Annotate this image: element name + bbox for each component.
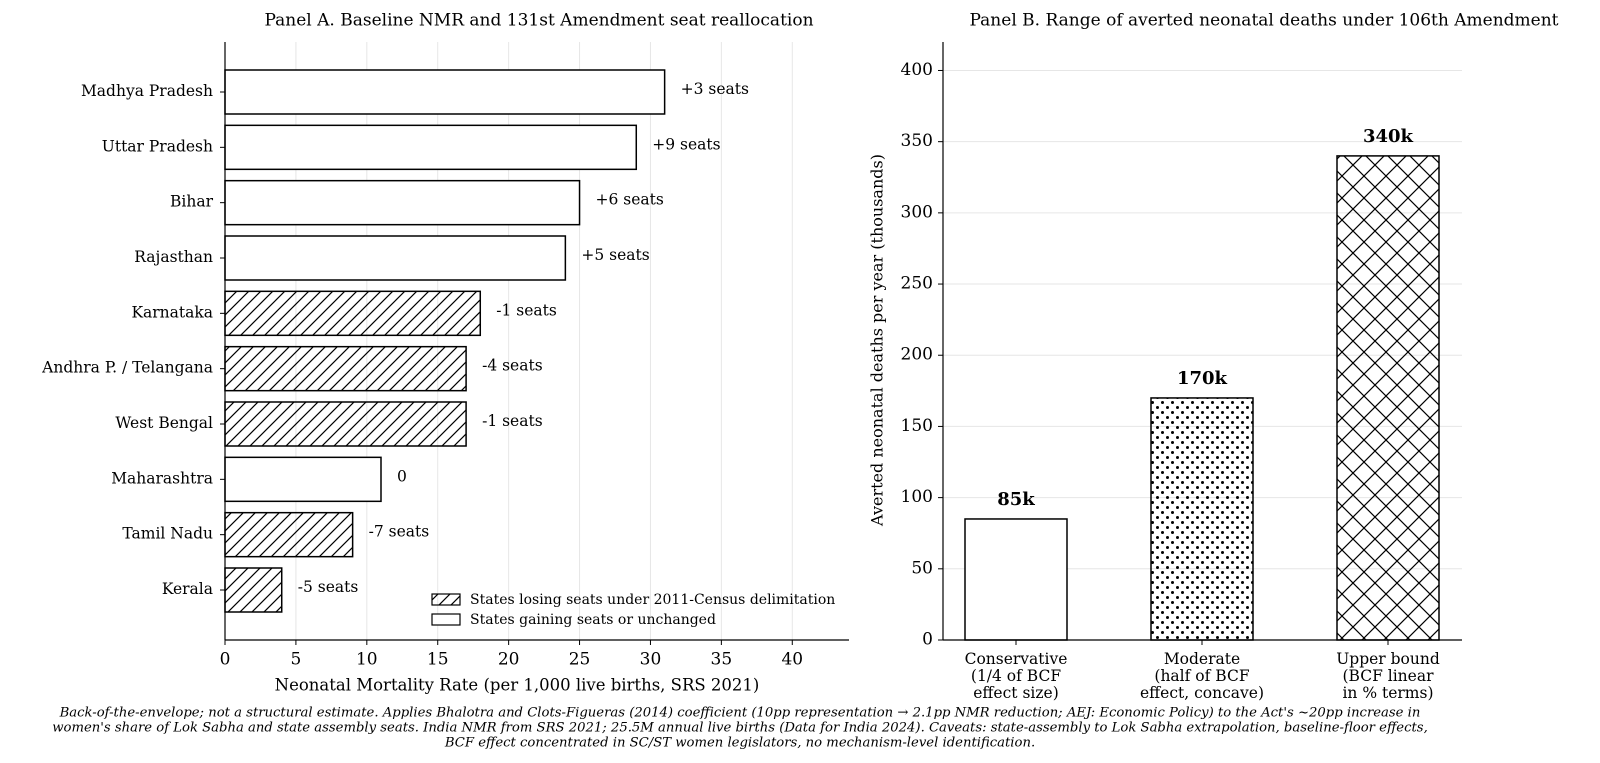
x-tick-label: Conservative (1/4 of BCF effect size) [965, 650, 1068, 702]
x-tick-label: 0 [220, 650, 231, 670]
bar [224, 401, 467, 447]
x-tick-label: 20 [498, 650, 520, 670]
panel-title: Panel A. Baseline NMR and 131st Amendmen… [264, 11, 813, 31]
x-tick-label-line: effect, concave) [1140, 684, 1264, 702]
x-tick-label: 10 [356, 650, 378, 670]
bar-label: +5 seats [581, 246, 649, 264]
legend-label: States gaining seats or unchanged [470, 612, 716, 628]
bar-label: 0 [397, 467, 407, 485]
bar-label: -4 seats [482, 357, 543, 375]
x-tick-label-line: (BCF linear [1343, 667, 1435, 685]
x-tick-label: 5 [290, 650, 301, 670]
y-tick-label: 50 [911, 558, 933, 578]
bar [224, 124, 638, 171]
bar-label: -5 seats [298, 578, 359, 596]
value-label: 340k [1363, 126, 1414, 147]
bar-label: -1 seats [482, 412, 543, 430]
y-tick-label: 150 [901, 416, 933, 436]
bar-label: +6 seats [596, 191, 664, 209]
legend-swatch [431, 613, 461, 626]
bar-label: +9 seats [652, 135, 720, 153]
x-tick-label: 30 [640, 650, 662, 670]
y-tick-label: 100 [901, 487, 933, 507]
x-tick-label: 25 [569, 650, 591, 670]
bar [224, 69, 666, 115]
value-label: 170k [1177, 368, 1228, 389]
x-tick-label: Moderate (half of BCF effect, concave) [1140, 650, 1264, 702]
x-tick-label-line: (1/4 of BCF [971, 667, 1061, 685]
y-tick-label: 300 [901, 202, 933, 222]
x-tick-label-line: Upper bound [1336, 650, 1440, 668]
y-tick-label: Tamil Nadu [122, 525, 213, 543]
y-tick-label: 200 [901, 345, 933, 365]
bar [224, 345, 467, 392]
bar [224, 290, 482, 337]
bar-label: -1 seats [496, 301, 557, 319]
bar [224, 235, 567, 281]
y-tick-label: 400 [901, 60, 933, 80]
bar-label: -7 seats [369, 523, 430, 541]
y-tick-label: Karnataka [131, 303, 213, 321]
footnote: women's share of Lok Sabha and state ass… [52, 721, 1428, 736]
x-tick-label-line: in % terms) [1342, 684, 1433, 702]
panel-title: Panel B. Range of averted neonatal death… [970, 11, 1559, 31]
footnote: Back-of-the-envelope; not a structural e… [59, 706, 1421, 721]
y-tick-label: Kerala [162, 580, 213, 598]
bar [964, 518, 1068, 641]
bar [224, 456, 382, 503]
x-tick-label-line: (half of BCF [1154, 667, 1249, 685]
y-tick-label: Bihar [170, 193, 214, 211]
y-tick-label: 250 [901, 274, 933, 294]
bar-label: +3 seats [681, 80, 749, 98]
bar [1336, 155, 1440, 641]
x-tick-label: 35 [711, 650, 733, 670]
x-tick-label: 40 [781, 650, 803, 670]
x-tick-label-line: Conservative [965, 650, 1068, 668]
value-label: 85k [997, 489, 1035, 510]
bar [224, 179, 581, 226]
x-tick-label-line: Moderate [1164, 650, 1240, 668]
y-tick-label: Andhra P. / Telangana [41, 359, 213, 377]
y-axis-label: Averted neonatal deaths per year (thousa… [868, 154, 887, 527]
y-tick-label: Rajasthan [134, 248, 213, 266]
x-axis-label: Neonatal Mortality Rate (per 1,000 live … [275, 676, 760, 695]
footnote: BCF effect concentrated in SC/ST women l… [444, 736, 1035, 751]
legend-swatch [431, 593, 461, 606]
y-tick-label: 0 [922, 630, 933, 650]
y-tick-label: Maharashtra [111, 469, 213, 487]
y-tick-label: West Bengal [115, 414, 213, 432]
bar [224, 511, 354, 558]
x-tick-label-line: effect size) [973, 684, 1059, 702]
legend-label: States losing seats under 2011-Census de… [470, 592, 835, 608]
y-tick-label: 350 [901, 131, 933, 151]
bar [1150, 397, 1254, 641]
y-tick-label: Madhya Pradesh [81, 82, 213, 100]
x-tick-label: Upper bound (BCF linear in % terms) [1336, 650, 1440, 702]
y-tick-label: Uttar Pradesh [102, 137, 213, 155]
bar [224, 567, 283, 613]
x-tick-label: 15 [427, 650, 449, 670]
